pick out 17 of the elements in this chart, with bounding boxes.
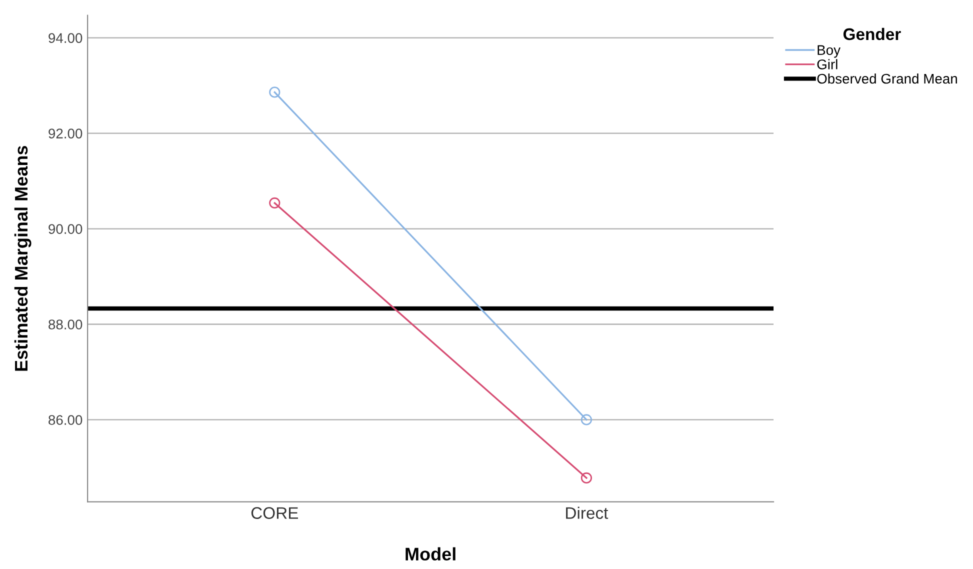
point [580,472,592,484]
x-axis-title: Model [406,547,456,561]
legend-label: Observed Grand Mean [817,73,957,84]
legend-label: Boy [818,45,840,58]
y-tick-label: 88.00 [48,320,82,330]
y-tick-label: 92.00 [48,128,82,138]
y-axis-title: Estimated Marginal Means [14,146,32,371]
legend-label: Girl [817,59,838,70]
point [580,414,592,426]
y-tick-label: 94.00 [48,33,82,43]
point [269,86,280,98]
x-tick-label: CORE [251,507,298,519]
y-tick-label: 90.00 [48,224,82,234]
x-tick-label: Direct [566,506,608,519]
y-tick-label: 86.00 [48,415,82,425]
point [269,197,280,209]
legend-title: Gender [843,28,901,40]
